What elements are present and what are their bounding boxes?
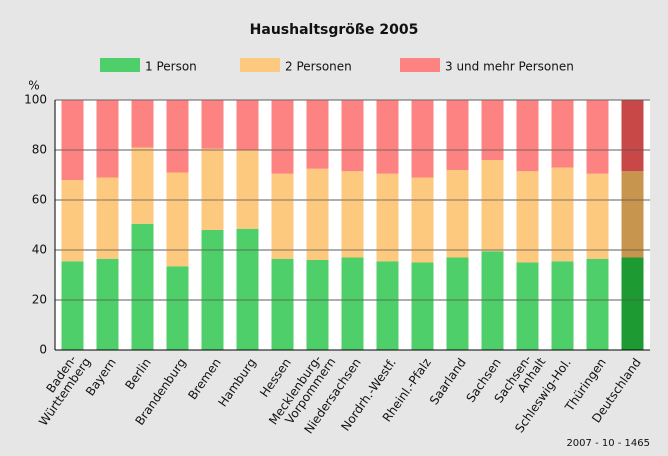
bar-segment bbox=[446, 100, 469, 170]
bar-segment bbox=[341, 100, 364, 172]
bar-segment bbox=[201, 230, 224, 350]
legend-label: 3 und mehr Personen bbox=[445, 60, 574, 74]
bar-segment bbox=[551, 261, 574, 350]
y-unit: % bbox=[28, 79, 39, 93]
bar-segment bbox=[586, 258, 609, 350]
bar-segment bbox=[201, 100, 224, 149]
bar-segment bbox=[166, 100, 189, 173]
y-tick-label: 80 bbox=[32, 143, 47, 157]
footnote: 2007 - 10 - 1465 bbox=[566, 438, 650, 449]
bar-segment bbox=[446, 257, 469, 350]
bar-segment bbox=[306, 168, 329, 260]
bar-segment bbox=[516, 171, 539, 263]
legend-swatch bbox=[100, 58, 140, 72]
bar-segment bbox=[481, 100, 504, 160]
bar-segment bbox=[166, 266, 189, 350]
bar-segment bbox=[61, 100, 84, 180]
bar-segment bbox=[271, 100, 294, 174]
bar-segment bbox=[411, 177, 434, 263]
bar-segment bbox=[201, 148, 224, 230]
bar-segment bbox=[96, 258, 119, 350]
bar-segment bbox=[131, 147, 154, 224]
y-tick-label: 60 bbox=[32, 193, 47, 207]
bar-segment bbox=[551, 100, 574, 168]
bar-segment bbox=[376, 100, 399, 174]
bar-segment bbox=[166, 172, 189, 267]
bar-segment bbox=[446, 170, 469, 258]
bar-segment bbox=[481, 160, 504, 252]
bar-segment bbox=[481, 251, 504, 350]
bar-segment bbox=[96, 100, 119, 178]
bar-segment bbox=[341, 171, 364, 258]
y-tick-label: 40 bbox=[32, 243, 47, 257]
bar-segment bbox=[306, 100, 329, 169]
bar-segment bbox=[621, 257, 644, 350]
bar-segment bbox=[586, 100, 609, 174]
bar-segment bbox=[376, 173, 399, 262]
bar-segment bbox=[236, 228, 259, 350]
bar-segment bbox=[411, 262, 434, 350]
bar-segment bbox=[306, 260, 329, 350]
bar-segment bbox=[516, 262, 539, 350]
bar-segment bbox=[586, 173, 609, 259]
legend-swatch bbox=[240, 58, 280, 72]
bar-segment bbox=[131, 100, 154, 148]
bar-segment bbox=[341, 257, 364, 350]
chart-title: Haushaltsgröße 2005 bbox=[250, 22, 419, 38]
bar-segment bbox=[96, 177, 119, 259]
legend-label: 2 Personen bbox=[285, 60, 352, 74]
bar-segment bbox=[621, 171, 644, 258]
bar-segment bbox=[271, 258, 294, 350]
y-tick-label: 0 bbox=[39, 343, 47, 357]
bar-segment bbox=[61, 261, 84, 350]
bar-segment bbox=[516, 100, 539, 172]
legend-label: 1 Person bbox=[145, 60, 197, 74]
bar-segment bbox=[131, 223, 154, 350]
bar-segment bbox=[376, 261, 399, 350]
y-tick-label: 20 bbox=[32, 293, 47, 307]
bar-segment bbox=[551, 167, 574, 262]
bar-segment bbox=[61, 180, 84, 262]
bar-segment bbox=[236, 100, 259, 150]
legend-swatch bbox=[400, 58, 440, 72]
bar-segment bbox=[271, 173, 294, 259]
y-tick-label: 100 bbox=[24, 93, 47, 107]
bar-segment bbox=[621, 100, 644, 172]
bar-segment bbox=[236, 150, 259, 229]
bar-segment bbox=[411, 100, 434, 178]
